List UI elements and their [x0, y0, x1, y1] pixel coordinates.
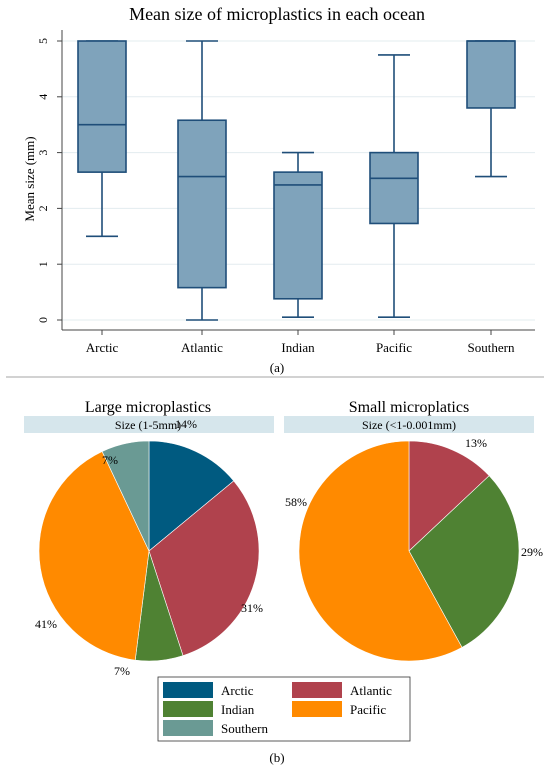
legend-label-atlantic: Atlantic	[350, 683, 392, 698]
pie-panel: Large microplastics Size (1-5mm) 14% 31% 7…	[24, 399, 543, 765]
box-title: Mean size of microplastics in each ocean	[129, 4, 425, 24]
legend-swatch-pacific	[292, 701, 342, 717]
pie-slice-arctic	[148, 440, 235, 552]
pie-small-subtitle: Size (<1-0.001mm)	[362, 418, 456, 432]
y-tick-label: 2	[36, 205, 50, 211]
pie-small-strip	[284, 416, 534, 433]
pie-label-pacific: 58%	[285, 495, 307, 509]
x-tick-label: Atlantic	[181, 340, 223, 355]
legend-label-southern: Southern	[221, 721, 268, 736]
box-iqr	[77, 40, 127, 173]
x-tick-label: Southern	[468, 340, 515, 355]
box-iqr	[273, 171, 323, 300]
pie-label-atlantic: 31%	[241, 601, 263, 615]
box-y-label: Mean size (mm)	[22, 136, 37, 221]
y-tick-label: 3	[36, 150, 50, 156]
box-atlantic	[177, 40, 227, 321]
y-tick-label: 5	[36, 38, 50, 44]
pie-label-atlantic: 13%	[465, 436, 487, 450]
box-iqr	[177, 119, 227, 289]
box-arctic	[77, 40, 127, 238]
pie-slice-pacific	[38, 451, 150, 661]
pie-label-southern: 7%	[102, 453, 118, 467]
box-iqr	[369, 151, 419, 225]
box-indian	[273, 151, 323, 319]
y-tick-label: 0	[36, 317, 50, 323]
pie-label-indian: 29%	[521, 545, 543, 559]
legend: Arctic Atlantic Indian Pacific Southern	[157, 676, 411, 742]
legend-swatch-indian	[163, 701, 213, 717]
y-tick-label: 1	[36, 261, 50, 267]
legend-label-indian: Indian	[221, 702, 255, 717]
box-southern	[466, 40, 516, 178]
box-marks	[77, 40, 516, 321]
box-pacific	[369, 54, 419, 319]
legend-label-pacific: Pacific	[350, 702, 386, 717]
legend-swatch-arctic	[163, 682, 213, 698]
box-yticks: 0 1 2 3 4 5	[36, 38, 62, 323]
legend-label-arctic: Arctic	[221, 683, 254, 698]
legend-swatch-atlantic	[292, 682, 342, 698]
x-tick-label: Pacific	[376, 340, 412, 355]
pie-large-strip	[24, 416, 274, 433]
pie-small: 13% 29% 58%	[285, 436, 543, 662]
x-tick-label: Arctic	[86, 340, 119, 355]
pie-large-title: Large microplastics	[85, 399, 211, 416]
pie-large: 14% 31% 7% 41% 7%	[35, 417, 263, 678]
x-tick-label: Indian	[281, 340, 315, 355]
box-panel: Mean size of microplastics in each ocean…	[22, 4, 535, 375]
pie-label-pacific: 41%	[35, 617, 57, 631]
pie-slice-atlantic	[148, 480, 260, 656]
legend-swatch-southern	[163, 720, 213, 736]
pie-slice-atlantic	[408, 440, 490, 552]
y-tick-label: 4	[36, 94, 50, 100]
pie-label-arctic: 14%	[175, 417, 197, 431]
pie-slice-southern	[101, 440, 150, 552]
pie-slice-pacific	[298, 440, 463, 662]
pie-slice-indian	[408, 475, 520, 648]
pie-label-indian: 7%	[114, 664, 130, 678]
pie-small-title: Small microplatics	[349, 399, 469, 416]
caption-b: (b)	[269, 750, 284, 765]
box-xticks: Arctic Atlantic Indian Pacific Southern	[86, 330, 515, 355]
caption-a: (a)	[270, 360, 284, 375]
box-iqr	[466, 40, 516, 109]
pie-large-subtitle: Size (1-5mm)	[115, 418, 181, 432]
